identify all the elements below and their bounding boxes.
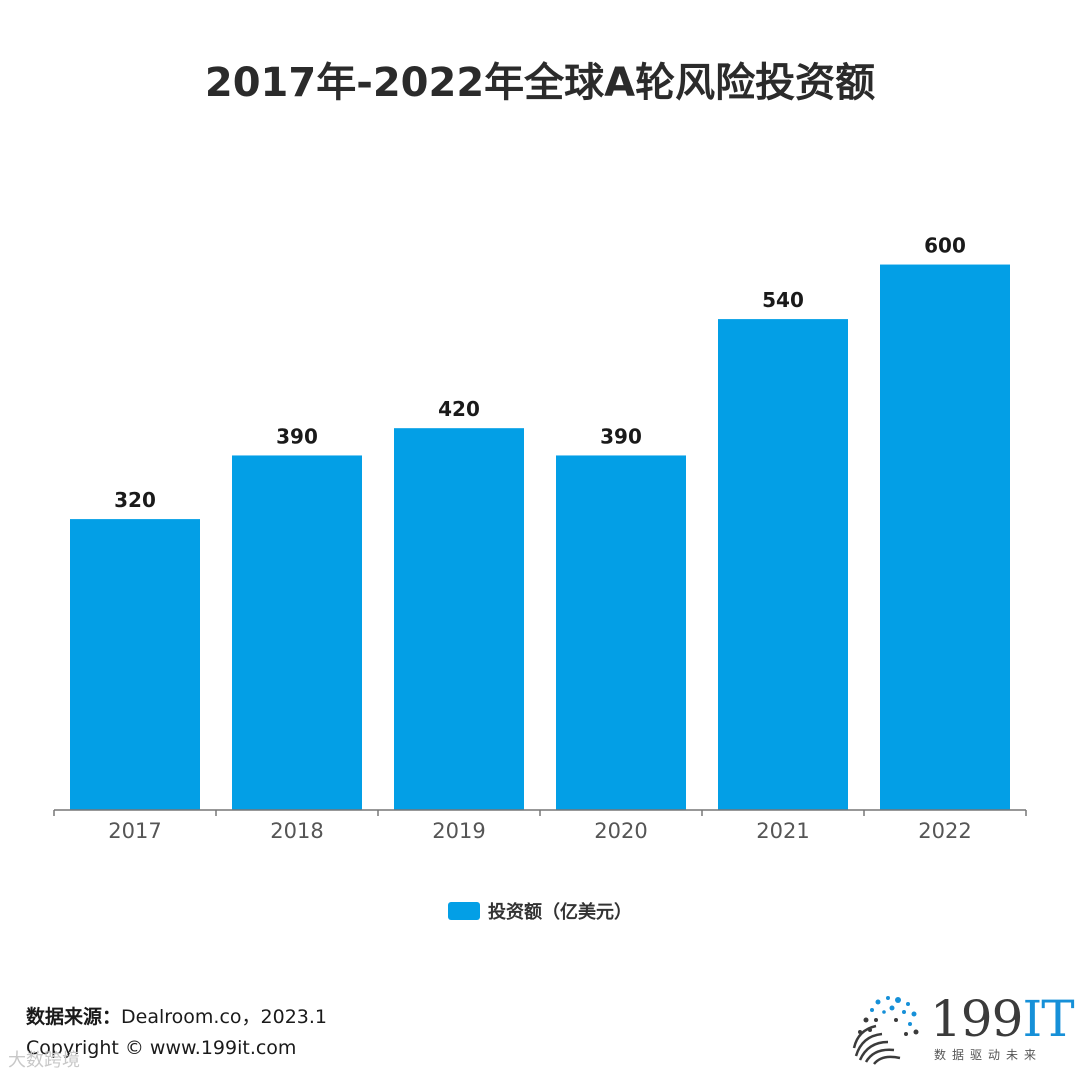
source-note: 数据来源：Dealroom.co，2023.1 <box>26 1002 327 1029</box>
data-label-2019: 420 <box>438 397 480 421</box>
legend: 投资额（亿美元） <box>0 898 1080 924</box>
copyright-note: Copyright © www.199it.com <box>26 1037 297 1059</box>
source-value: Dealroom.co，2023.1 <box>121 1006 328 1028</box>
x-tick-label-2018: 2018 <box>270 819 323 843</box>
logo-dots-icon <box>852 996 919 1065</box>
source-label: 数据来源： <box>26 1006 122 1028</box>
x-tick-label-2021: 2021 <box>756 819 809 843</box>
bar-2021 <box>718 319 848 810</box>
bar-chart: 320 2017 390 2018 420 2019 390 2020 540 2021 600 20… <box>53 234 1027 843</box>
bar-2020 <box>556 455 686 810</box>
data-label-2017: 320 <box>114 488 156 512</box>
bar-2017 <box>70 519 200 810</box>
bar-2018 <box>232 455 362 810</box>
bar-2019 <box>394 428 524 810</box>
legend-swatch <box>448 902 480 920</box>
data-label-2020: 390 <box>600 424 642 448</box>
logo-it: IT <box>1022 990 1074 1048</box>
logo-tagline: 数据驱动未来 <box>934 1048 1043 1062</box>
bar-2022 <box>880 264 1010 811</box>
x-tick-label-2020: 2020 <box>594 819 647 843</box>
data-label-2018: 390 <box>276 424 318 448</box>
legend-label: 投资额（亿美元） <box>488 902 632 923</box>
brand-logo: 199IT 数据驱动未来 <box>848 990 1075 1070</box>
watermark: 大数跨境 <box>8 1050 80 1071</box>
x-tick-label-2017: 2017 <box>108 819 161 843</box>
chart-title: 2017年-2022年全球A轮风险投资额 <box>204 60 876 106</box>
logo-text: 199IT <box>930 990 1075 1048</box>
data-label-2021: 540 <box>762 288 804 312</box>
data-label-2022: 600 <box>924 234 966 258</box>
x-tick-label-2019: 2019 <box>432 819 485 843</box>
x-tick-label-2022: 2022 <box>918 819 971 843</box>
logo-number: 199 <box>930 990 1023 1048</box>
